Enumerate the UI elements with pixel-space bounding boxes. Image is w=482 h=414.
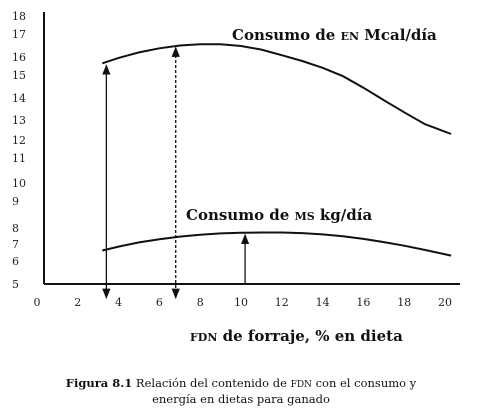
- y-tick-label: 15: [12, 69, 26, 82]
- x-tick-label: 8: [197, 296, 204, 309]
- ms-abbr: MS: [295, 210, 315, 223]
- x-axis-label: FDN de forraje, % en dieta: [190, 327, 403, 345]
- ms-curve-label: Consumo de MS kg/día: [186, 206, 372, 224]
- x-tick-label: 10: [234, 296, 248, 309]
- y-tick-label: 11: [12, 152, 26, 165]
- series-lines: [101, 43, 452, 257]
- x-tick-label: 14: [316, 296, 330, 309]
- y-tick-label: 14: [12, 92, 26, 105]
- en-curve: [101, 43, 452, 135]
- y-tick-label: 7: [12, 238, 19, 251]
- x-tick-labels: 0 2 4 6 8 10 12 14 16 18 20: [34, 296, 453, 309]
- x-tick-label: 0: [34, 296, 41, 309]
- y-tick-label: 10: [12, 177, 26, 190]
- y-tick-label: 13: [12, 114, 26, 127]
- x-tick-label: 18: [397, 296, 411, 309]
- y-tick-label: 8: [12, 222, 19, 235]
- y-tick-label: 17: [12, 28, 26, 41]
- figure-caption-line2: energía en dietas para ganado: [152, 392, 330, 406]
- y-tick-label: 6: [12, 255, 19, 268]
- y-tick-label: 16: [12, 51, 26, 64]
- y-tick-label: 9: [12, 195, 19, 208]
- y-tick-label: 12: [12, 134, 26, 147]
- en-curve-label: Consumo de EN Mcal/día: [232, 26, 437, 44]
- y-tick-label: 5: [12, 278, 19, 291]
- y-tick-label: 18: [12, 10, 26, 23]
- x-tick-label: 4: [115, 296, 122, 309]
- figure-caption: Figura 8.1 Relación del contenido de FDN…: [65, 376, 417, 390]
- x-tick-label: 20: [438, 296, 452, 309]
- indicator-arrows: [102, 46, 250, 300]
- y-tick-labels: 5 6 7 8 9 10 11 12 13 14 15 16 17 18: [12, 10, 26, 291]
- x-tick-label: 16: [356, 296, 370, 309]
- x-tick-label: 2: [74, 296, 81, 309]
- figure-number: Figura 8.1: [65, 376, 133, 390]
- x-tick-label: 12: [275, 296, 289, 309]
- x-tick-label: 6: [156, 296, 163, 309]
- en-abbr: EN: [341, 30, 359, 43]
- ms-curve: [102, 231, 452, 257]
- fdn-intake-chart: 5 6 7 8 9 10 11 12 13 14 15 16 17 18 0 2 4 6 8 10 12 14 16 18 2…: [12, 10, 460, 345]
